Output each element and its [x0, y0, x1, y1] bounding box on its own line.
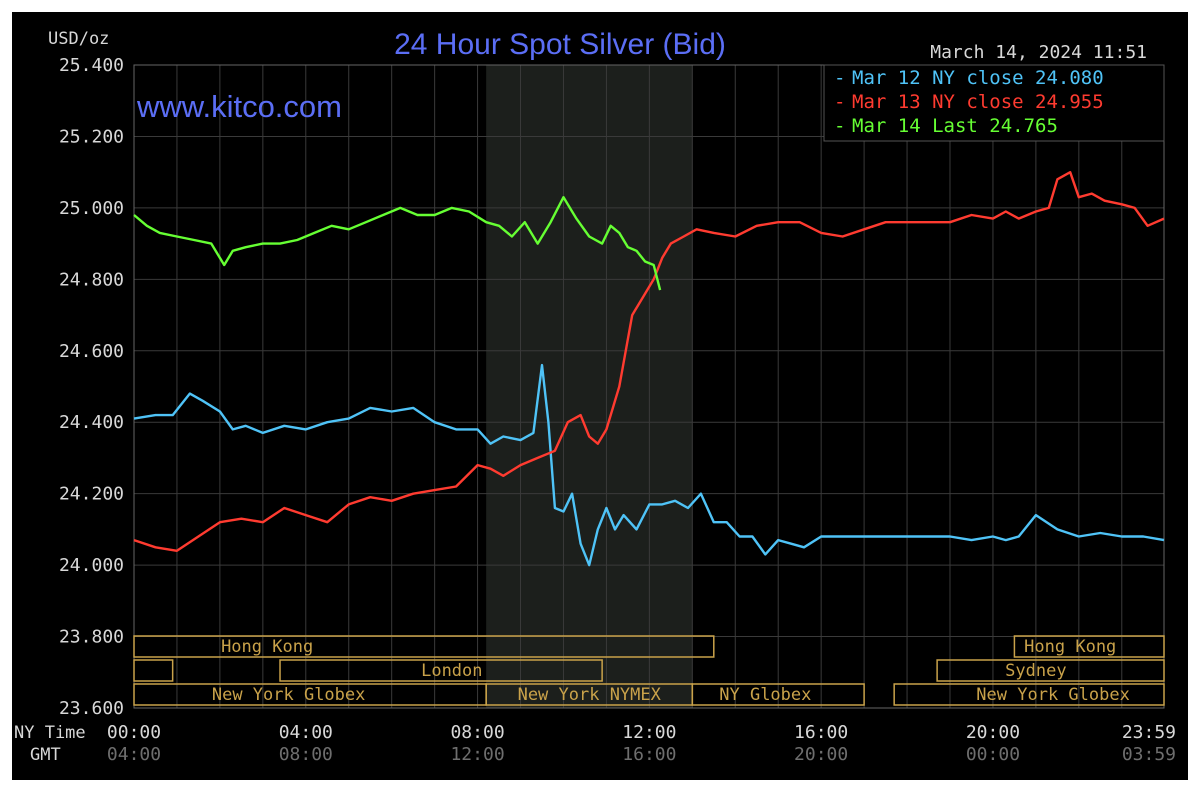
x-tick-label-ny: 00:00	[107, 722, 161, 743]
y-tick-label: 25.000	[59, 198, 124, 219]
spot-silver-chart: Hong Kong Hong Kong London Sydney New York G…	[12, 12, 1188, 780]
x-tick-label-gmt: 08:00	[279, 744, 333, 765]
legend-dash-mar14: -	[834, 115, 845, 137]
legend-dash-mar13: -	[834, 91, 845, 113]
session-label: NY Globex	[719, 685, 811, 705]
series-line-mar13	[133, 170, 1165, 552]
x-tick-label-gmt: 20:00	[794, 744, 848, 765]
y-tick-label: 25.200	[59, 126, 124, 147]
legend: - Mar 12 NY close 24.080 - Mar 13 NY clo…	[823, 64, 1165, 142]
chart-title: 24 Hour Spot Silver (Bid)	[394, 28, 726, 61]
y-tick-label: 23.600	[59, 698, 124, 719]
y-tick-labels: 25.400 25.200 25.000 24.800 24.600 24.400 24.2…	[59, 55, 124, 719]
legend-entry-mar14: Mar 14 Last 24.765	[852, 115, 1058, 137]
ny-time-row-label: NY Time	[14, 723, 86, 743]
session-label: New York Globex	[212, 685, 366, 705]
y-tick-label: 23.800	[59, 627, 124, 648]
session-label: Hong Kong	[1024, 637, 1116, 657]
market-sessions-layer: Hong Kong Hong Kong London Sydney New York G…	[133, 635, 1165, 706]
chart-frame: Hong Kong Hong Kong London Sydney New York G…	[12, 12, 1188, 780]
y-tick-label: 24.200	[59, 484, 124, 505]
x-tick-label-ny: 08:00	[450, 722, 504, 743]
chart-datetime: March 14, 2024 11:51	[930, 42, 1147, 63]
series-lines-layer	[133, 170, 1165, 567]
session-label: Sydney	[1005, 661, 1066, 681]
nymex-shaded-region	[486, 65, 693, 708]
y-tick-label: 25.400	[59, 55, 124, 76]
legend-entry-mar12: Mar 12 NY close 24.080	[852, 67, 1104, 89]
y-tick-label: 24.400	[59, 412, 124, 433]
y-tick-label: 24.600	[59, 341, 124, 362]
plot-border	[133, 64, 1165, 709]
session-label: London	[421, 661, 482, 681]
session-bar	[691, 683, 865, 706]
y-axis-unit-label: USD/oz	[48, 29, 109, 49]
x-tick-label-ny: 20:00	[966, 722, 1020, 743]
gmt-row-label: GMT	[30, 745, 61, 765]
session-label: New York NYMEX	[518, 685, 662, 705]
x-tick-label-gmt: 12:00	[450, 744, 504, 765]
x-tick-label-gmt: 00:00	[966, 744, 1020, 765]
session-bar	[1013, 635, 1165, 658]
session-bar	[893, 683, 1165, 706]
y-tick-label: 24.800	[59, 269, 124, 290]
legend-box	[823, 64, 1165, 142]
kitco-watermark: www.kitco.com	[136, 89, 342, 124]
session-bar	[279, 659, 603, 682]
session-label: Hong Kong	[221, 637, 313, 657]
x-tick-label-ny: 23:59	[1122, 722, 1176, 743]
legend-dash-mar12: -	[834, 67, 845, 89]
session-label: New York Globex	[976, 685, 1130, 705]
session-bar	[133, 635, 715, 658]
session-bar	[936, 659, 1165, 682]
x-tick-label-gmt: 03:59	[1122, 744, 1176, 765]
x-tick-label-gmt: 04:00	[107, 744, 161, 765]
series-line-mar12	[133, 363, 1165, 567]
x-tick-labels: 00:0004:0004:0008:0008:0012:0012:0016:00…	[107, 722, 1176, 765]
y-tick-label: 24.000	[59, 555, 124, 576]
x-tick-label-gmt: 16:00	[622, 744, 676, 765]
x-tick-label-ny: 04:00	[279, 722, 333, 743]
series-line-mar14	[133, 195, 662, 291]
x-tick-label-ny: 16:00	[794, 722, 848, 743]
nymex-shaded-region-layer	[486, 65, 693, 708]
session-bar	[133, 659, 174, 682]
legend-entry-mar13: Mar 13 NY close 24.955	[852, 91, 1104, 113]
x-tick-label-ny: 12:00	[622, 722, 676, 743]
